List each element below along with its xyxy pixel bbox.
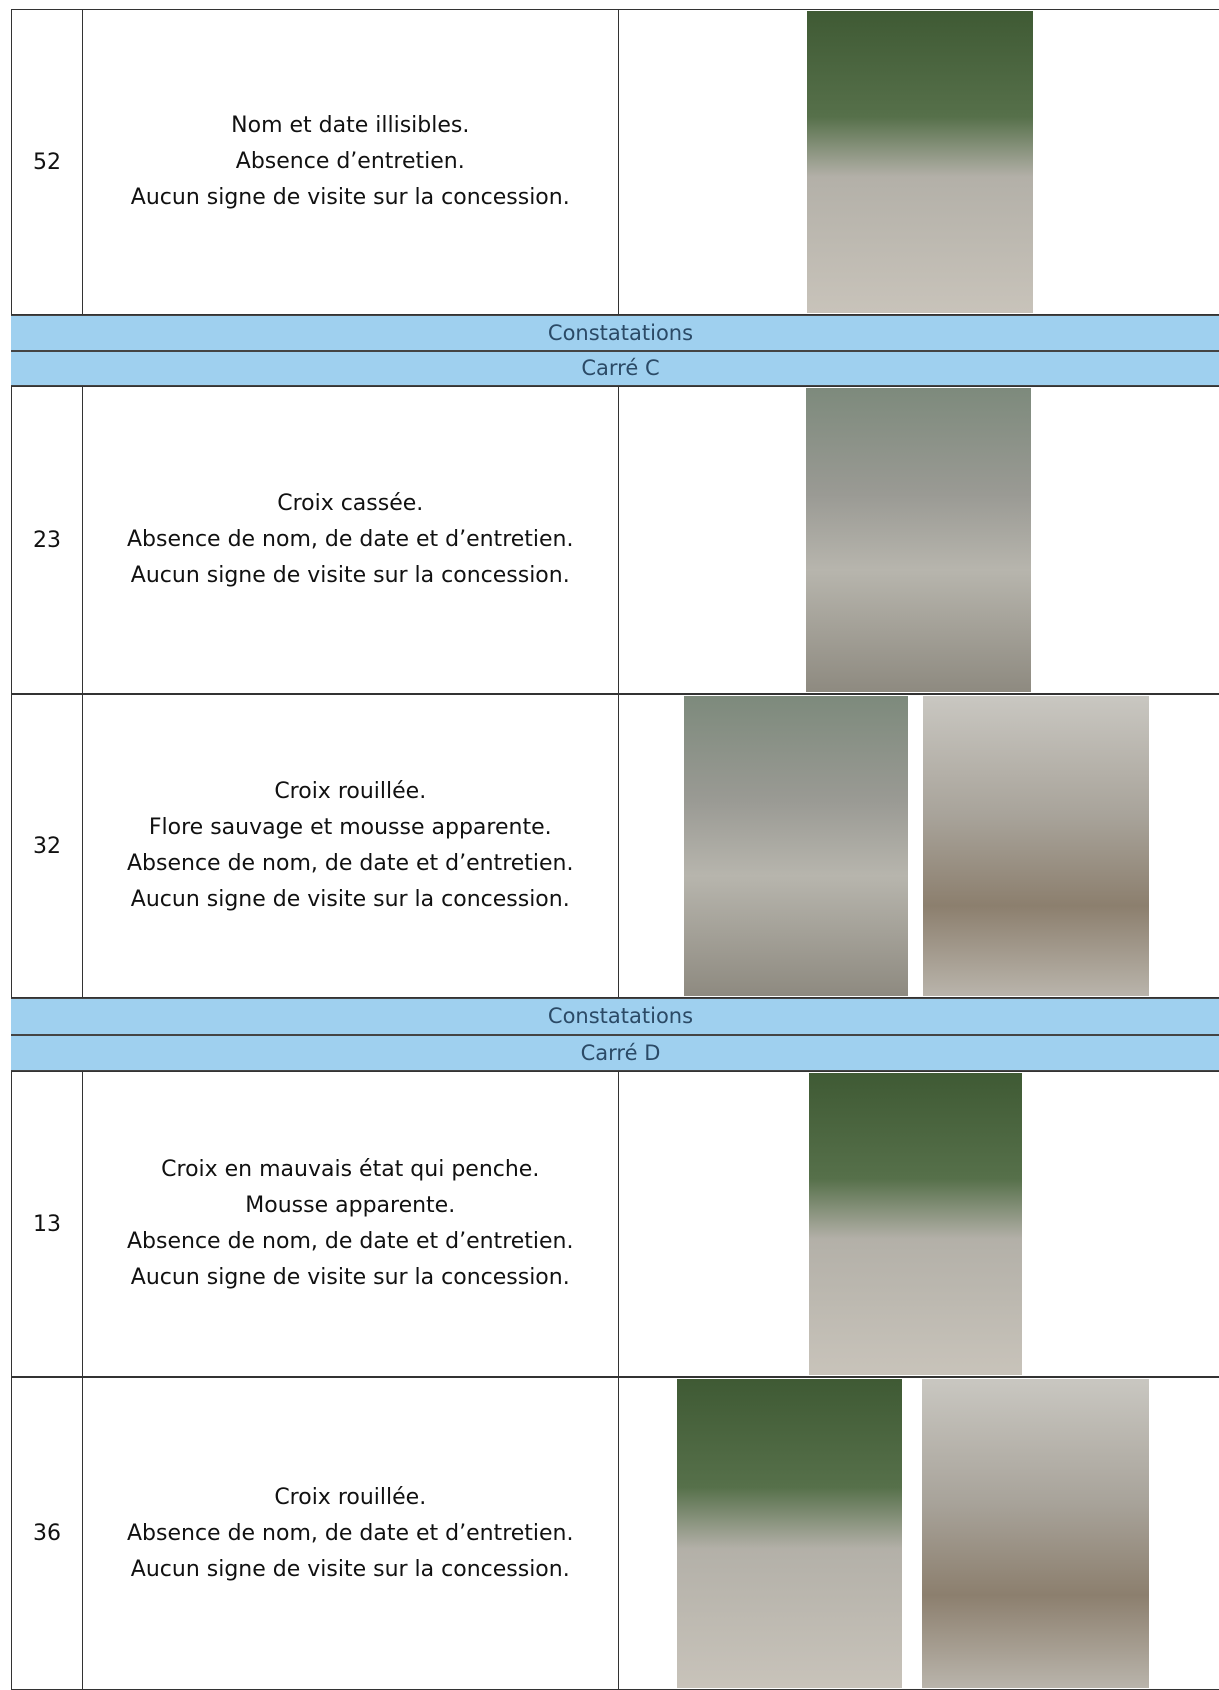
section-subheading: Carré D xyxy=(11,1035,1219,1072)
section-heading: Constatations xyxy=(11,315,1219,351)
section-heading: Constatations xyxy=(11,998,1219,1035)
description-line: Absence de nom, de date et d’entretien. xyxy=(127,846,574,882)
photo xyxy=(922,1379,1149,1688)
description-line: Nom et date illisibles. xyxy=(231,108,469,144)
row-description: Croix rouillée.Flore sauvage et mousse a… xyxy=(82,694,620,998)
row-number: 36 xyxy=(11,1377,83,1690)
description-line: Croix cassée. xyxy=(277,486,423,522)
description-line: Absence de nom, de date et d’entretien. xyxy=(127,1224,574,1260)
row-number: 32 xyxy=(11,694,83,998)
row-description: Nom et date illisibles.Absence d’entreti… xyxy=(82,9,620,315)
description-line: Absence de nom, de date et d’entretien. xyxy=(127,1516,574,1552)
description-line: Aucun signe de visite sur la concession. xyxy=(131,558,570,594)
description-line: Absence de nom, de date et d’entretien. xyxy=(127,522,574,558)
row-number: 52 xyxy=(11,9,83,315)
photo xyxy=(923,696,1149,996)
row-description: Croix en mauvais état qui penche.Mousse … xyxy=(82,1071,620,1377)
photo xyxy=(677,1379,902,1688)
description-line: Aucun signe de visite sur la concession. xyxy=(131,180,570,216)
row-description: Croix rouillée.Absence de nom, de date e… xyxy=(82,1377,620,1690)
row-number: 23 xyxy=(11,386,83,694)
description-line: Absence d’entretien. xyxy=(236,144,465,180)
description-line: Aucun signe de visite sur la concession. xyxy=(131,882,570,918)
photo xyxy=(807,11,1033,313)
photo xyxy=(806,388,1031,692)
description-line: Flore sauvage et mousse apparente. xyxy=(149,810,552,846)
row-description: Croix cassée.Absence de nom, de date et … xyxy=(82,386,620,694)
description-line: Croix rouillée. xyxy=(274,774,426,810)
row-number: 13 xyxy=(11,1071,83,1377)
description-line: Croix rouillée. xyxy=(274,1480,426,1516)
description-line: Mousse apparente. xyxy=(245,1188,455,1224)
section-subheading: Carré C xyxy=(11,351,1219,387)
description-line: Aucun signe de visite sur la concession. xyxy=(131,1552,570,1588)
description-line: Aucun signe de visite sur la concession. xyxy=(131,1260,570,1296)
photo xyxy=(809,1073,1022,1375)
photo xyxy=(684,696,908,996)
description-line: Croix en mauvais état qui penche. xyxy=(161,1152,539,1188)
